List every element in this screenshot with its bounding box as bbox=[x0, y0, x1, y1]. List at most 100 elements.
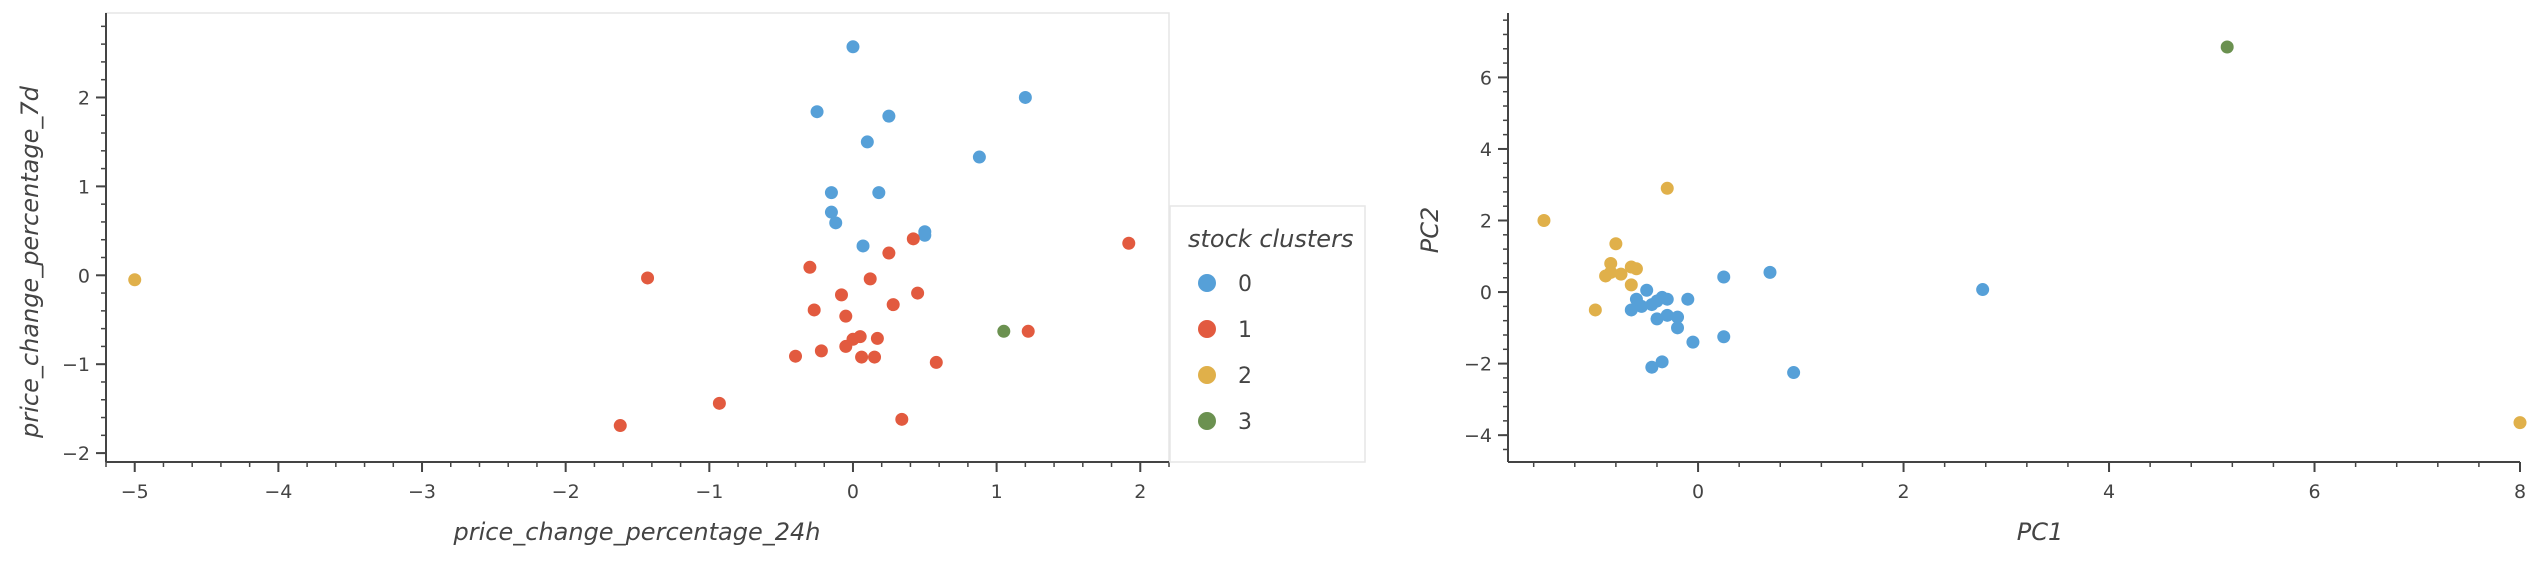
left-y-tick-label: 2 bbox=[78, 87, 90, 109]
left-point-cluster-1[interactable] bbox=[870, 331, 884, 345]
left-point-cluster-0[interactable] bbox=[856, 239, 870, 253]
legend-swatch-1[interactable] bbox=[1198, 320, 1216, 338]
left-x-tick-label: −2 bbox=[552, 481, 580, 503]
right-point-cluster-2[interactable] bbox=[1614, 267, 1628, 281]
right-point-cluster-2[interactable] bbox=[2513, 416, 2527, 430]
left-point-cluster-1[interactable] bbox=[807, 303, 821, 317]
left-point-cluster-2[interactable] bbox=[128, 273, 142, 287]
right-y-tick-label: 2 bbox=[1480, 211, 1492, 233]
left-point-cluster-0[interactable] bbox=[918, 228, 932, 242]
right-point-cluster-0[interactable] bbox=[1671, 310, 1685, 324]
right-x-tick-label: 8 bbox=[2514, 481, 2526, 503]
right-point-cluster-0[interactable] bbox=[1640, 283, 1654, 297]
right-point-cluster-3[interactable] bbox=[2220, 40, 2234, 54]
left-point-cluster-0[interactable] bbox=[882, 109, 896, 123]
left-point-cluster-0[interactable] bbox=[810, 105, 824, 119]
legend-label-3[interactable]: 3 bbox=[1238, 410, 1252, 435]
right-point-cluster-0[interactable] bbox=[1655, 355, 1669, 369]
left-point-cluster-1[interactable] bbox=[834, 288, 848, 302]
right-point-cluster-0[interactable] bbox=[1624, 303, 1638, 317]
right-x-tick-label: 6 bbox=[2308, 481, 2320, 503]
left-x-tick-label: 1 bbox=[991, 481, 1003, 503]
left-point-cluster-1[interactable] bbox=[882, 246, 896, 260]
left-point-cluster-0[interactable] bbox=[972, 150, 986, 164]
right-point-cluster-2[interactable] bbox=[1629, 262, 1643, 276]
right-y-tick-label: −4 bbox=[1464, 425, 1492, 447]
left-point-cluster-0[interactable] bbox=[824, 186, 838, 200]
left-x-axis-title: price_change_percentage_24h bbox=[453, 518, 821, 546]
legend-swatch-3[interactable] bbox=[1198, 412, 1216, 430]
legend-swatch-2[interactable] bbox=[1198, 366, 1216, 384]
right-point-cluster-0[interactable] bbox=[1681, 292, 1695, 306]
right-point-cluster-2[interactable] bbox=[1537, 214, 1551, 228]
left-point-cluster-0[interactable] bbox=[860, 135, 874, 149]
left-point-cluster-1[interactable] bbox=[803, 260, 817, 274]
left-x-tick-label: 2 bbox=[1134, 481, 1146, 503]
right-point-cluster-2[interactable] bbox=[1609, 237, 1623, 251]
right-scatter-plot: 0 2 4 6 8 −4 −2 0 2 4 6 bbox=[1464, 13, 2527, 503]
left-point-cluster-1[interactable] bbox=[906, 232, 920, 246]
left-x-tick-label: −4 bbox=[264, 481, 292, 503]
right-point-cluster-0[interactable] bbox=[1976, 283, 1990, 297]
left-y-tick-label: 0 bbox=[78, 265, 90, 287]
left-y-axis-title: price_change_percentage_7d bbox=[16, 85, 44, 438]
right-point-cluster-2[interactable] bbox=[1588, 303, 1602, 317]
left-point-cluster-1[interactable] bbox=[1122, 236, 1136, 250]
left-point-cluster-0[interactable] bbox=[824, 205, 838, 219]
legend-label-2[interactable]: 2 bbox=[1238, 364, 1252, 389]
right-point-cluster-0[interactable] bbox=[1787, 366, 1801, 380]
legend-label-0[interactable]: 0 bbox=[1238, 272, 1252, 297]
left-point-cluster-1[interactable] bbox=[1021, 324, 1035, 338]
right-point-cluster-0[interactable] bbox=[1645, 360, 1659, 374]
left-point-cluster-1[interactable] bbox=[839, 339, 853, 353]
left-point-cluster-0[interactable] bbox=[829, 216, 843, 230]
right-point-cluster-2[interactable] bbox=[1604, 256, 1618, 270]
left-point-cluster-1[interactable] bbox=[641, 271, 655, 285]
left-point-cluster-1[interactable] bbox=[895, 412, 909, 426]
left-point-cluster-1[interactable] bbox=[712, 396, 726, 410]
right-x-axis-title: PC1 bbox=[2017, 518, 2064, 546]
left-point-cluster-1[interactable] bbox=[814, 344, 828, 358]
left-point-cluster-3[interactable] bbox=[997, 324, 1011, 338]
right-point-cluster-0[interactable] bbox=[1645, 298, 1659, 312]
right-point-cluster-0[interactable] bbox=[1686, 335, 1700, 349]
right-point-cluster-0[interactable] bbox=[1717, 270, 1731, 284]
left-point-cluster-1[interactable] bbox=[868, 350, 882, 364]
left-x-tick-label: −5 bbox=[121, 481, 149, 503]
left-y-tick-label: −2 bbox=[62, 443, 90, 465]
right-point-cluster-0[interactable] bbox=[1763, 265, 1777, 279]
left-point-cluster-1[interactable] bbox=[789, 349, 803, 363]
left-point-cluster-1[interactable] bbox=[839, 309, 853, 323]
right-point-cluster-0[interactable] bbox=[1717, 330, 1731, 344]
left-plot-frame bbox=[105, 12, 1170, 463]
right-y-tick-label: 0 bbox=[1480, 282, 1492, 304]
left-point-cluster-1[interactable] bbox=[853, 330, 867, 344]
right-point-cluster-0[interactable] bbox=[1650, 312, 1664, 326]
left-point-cluster-1[interactable] bbox=[886, 298, 900, 312]
right-y-tick-label: −2 bbox=[1464, 354, 1492, 376]
left-point-cluster-1[interactable] bbox=[911, 286, 925, 300]
right-point-cluster-0[interactable] bbox=[1660, 308, 1674, 322]
right-point-cluster-2[interactable] bbox=[1660, 181, 1674, 195]
right-point-cluster-2[interactable] bbox=[1604, 265, 1618, 279]
right-x-tick-label: 0 bbox=[1692, 481, 1704, 503]
right-y-axis-title: PC2 bbox=[1416, 207, 1444, 254]
left-point-cluster-0[interactable] bbox=[872, 186, 886, 200]
left-y-tick-label: 1 bbox=[78, 176, 90, 198]
legend: stock clusters 0 1 2 3 bbox=[1169, 205, 1366, 463]
left-point-cluster-1[interactable] bbox=[855, 350, 869, 364]
left-point-cluster-1[interactable] bbox=[929, 355, 943, 369]
left-x-tick-label: 0 bbox=[847, 481, 859, 503]
left-point-cluster-1[interactable] bbox=[863, 272, 877, 286]
legend-swatch-0[interactable] bbox=[1198, 274, 1216, 292]
right-point-cluster-0[interactable] bbox=[1671, 321, 1685, 335]
left-point-cluster-0[interactable] bbox=[1018, 90, 1032, 104]
left-y-tick-label: −1 bbox=[62, 354, 90, 376]
legend-title: stock clusters bbox=[1188, 225, 1353, 253]
right-point-cluster-0[interactable] bbox=[1629, 292, 1643, 306]
left-scatter-plot: −5 −4 −3 −2 −1 0 1 2 −2 −1 0 1 2 bbox=[62, 13, 1170, 503]
left-point-cluster-1[interactable] bbox=[613, 419, 627, 433]
legend-label-1[interactable]: 1 bbox=[1238, 318, 1252, 343]
left-point-cluster-0[interactable] bbox=[846, 40, 860, 54]
right-point-cluster-2[interactable] bbox=[1624, 278, 1638, 292]
